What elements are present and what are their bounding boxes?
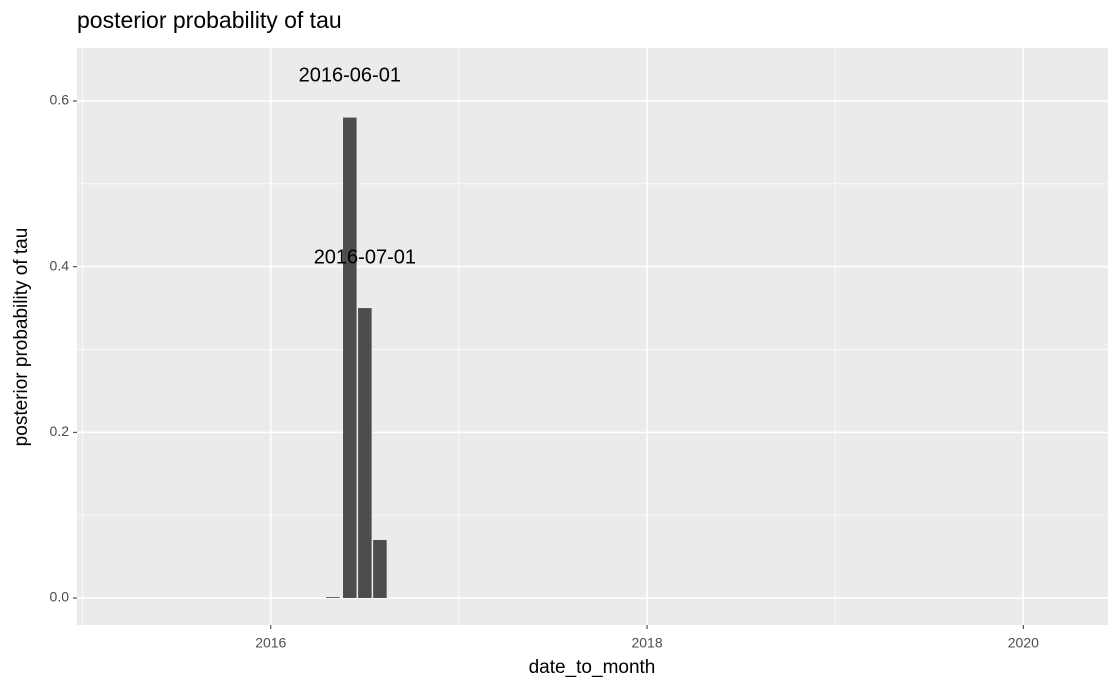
y-axis-title: posterior probability of tau [11,228,32,447]
bar [343,117,357,598]
bar [358,308,372,598]
annotation: 2016-07-01 [314,247,416,269]
y-tick-label: 0.4 [50,257,70,273]
y-tick-label: 0.6 [50,92,70,108]
bar [373,540,387,598]
chart-title: posterior probability of tau [77,7,342,33]
x-tick-label: 2018 [631,635,662,651]
bar [326,597,340,598]
annotation: 2016-06-01 [299,64,401,86]
panel [77,48,1108,625]
y-tick-label: 0.0 [50,589,70,605]
x-tick-label: 2020 [1008,635,1039,651]
y-tick-label: 0.2 [50,423,70,439]
x-axis-title: date_to_month [529,657,656,678]
x-tick-label: 2016 [255,635,286,651]
